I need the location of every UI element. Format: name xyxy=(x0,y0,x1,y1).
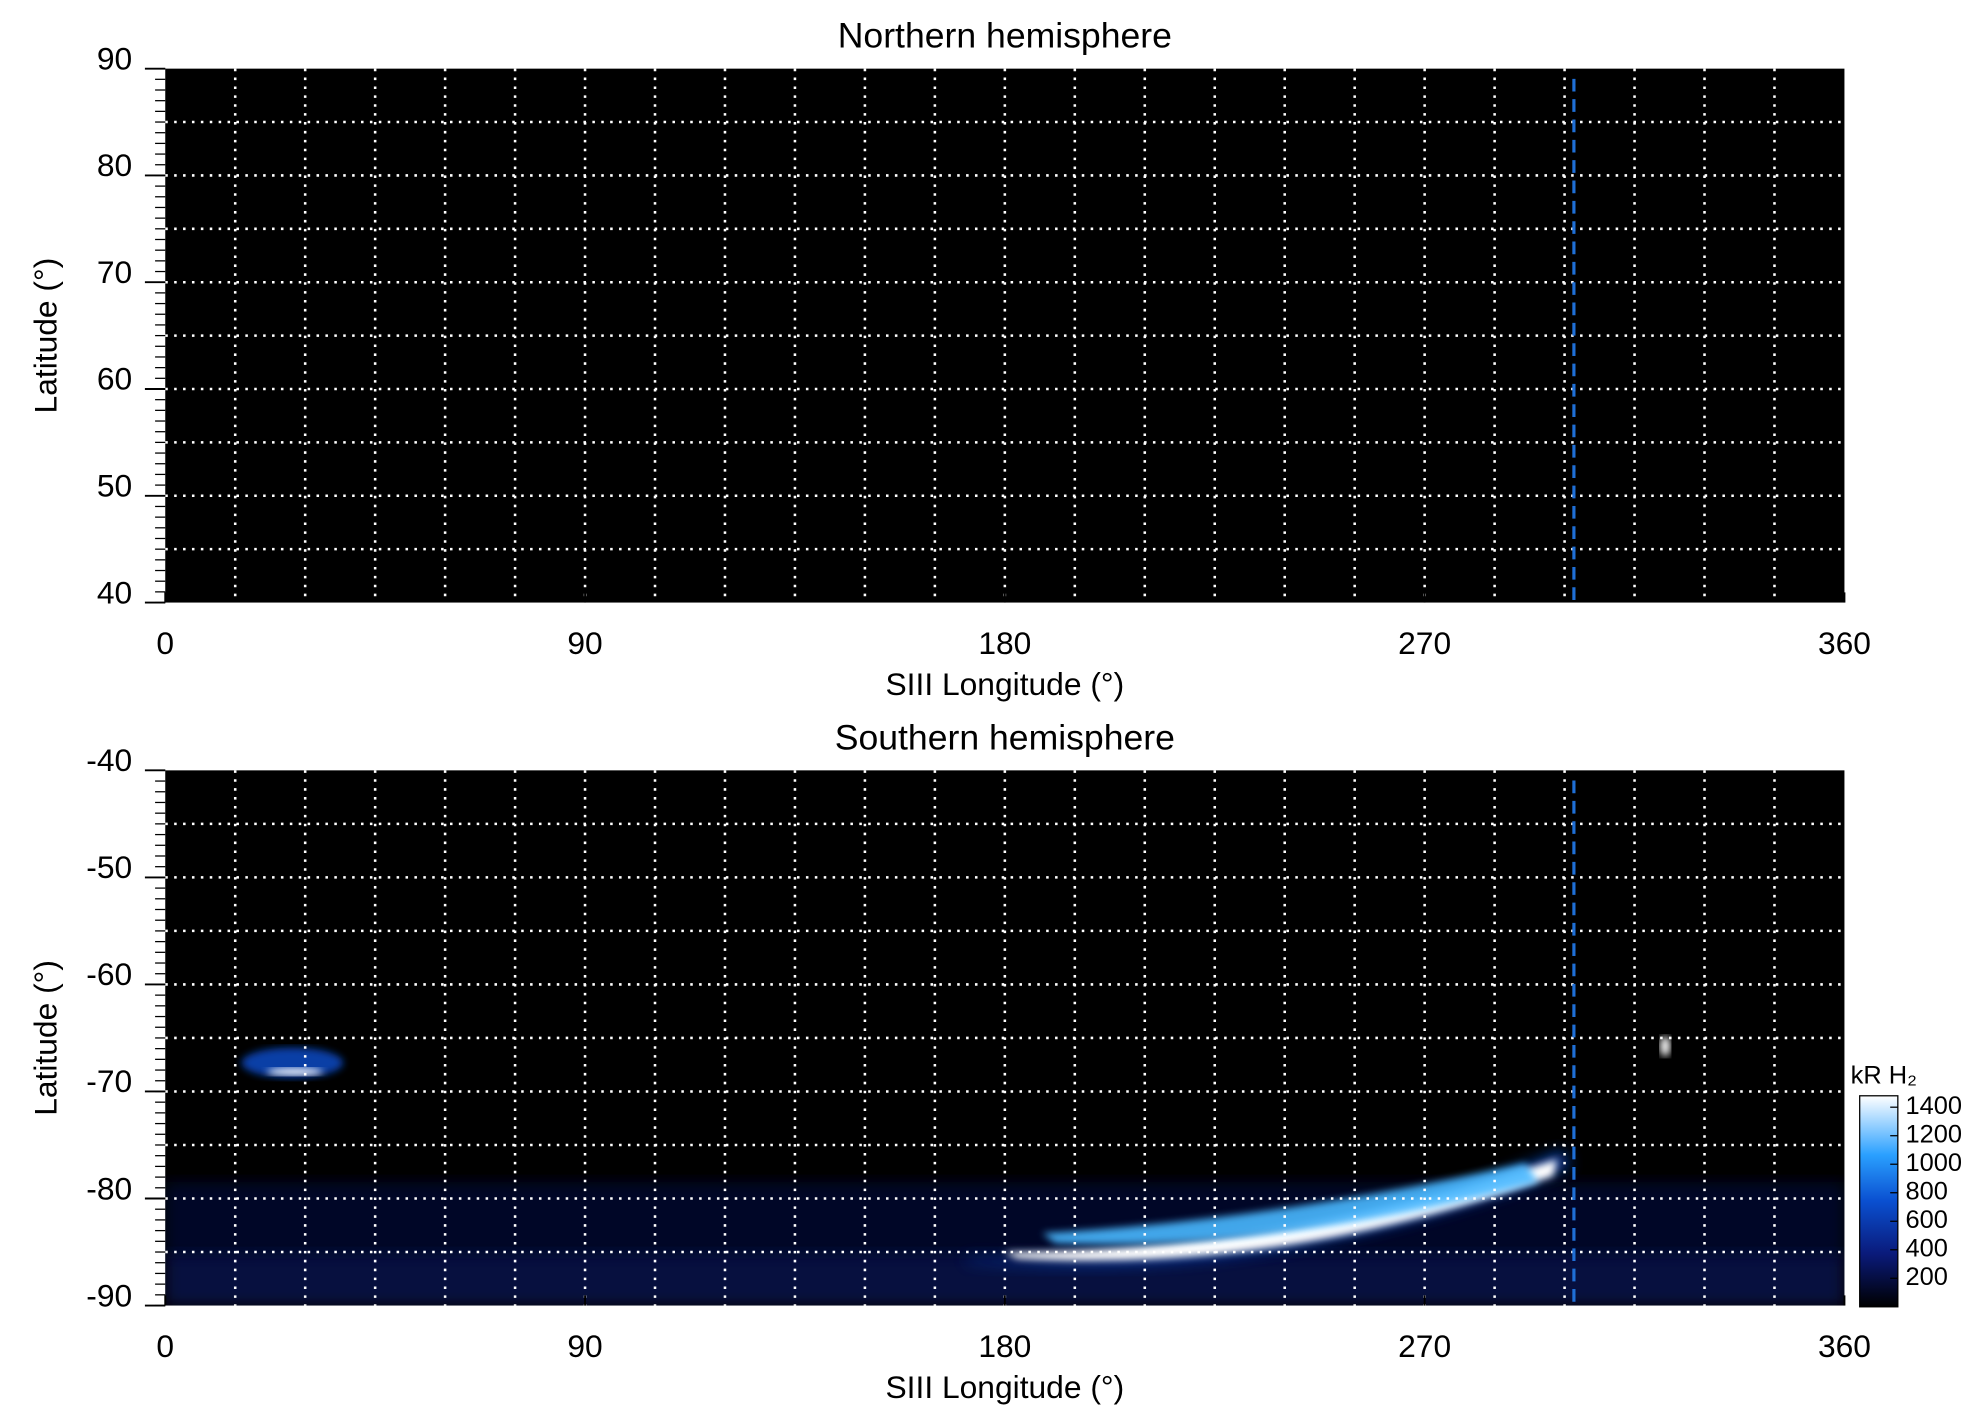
x-axis-title: SIII Longitude (°) xyxy=(885,1369,1124,1405)
y-tick-label: 80 xyxy=(97,147,132,183)
colorbar-tick-label: 800 xyxy=(1905,1177,1947,1205)
y-tick-label: -60 xyxy=(86,956,132,992)
x-tick-label: 90 xyxy=(567,1328,602,1364)
colorbar-tick-label: 1200 xyxy=(1905,1120,1962,1148)
panel-title: Northern hemisphere xyxy=(838,16,1172,56)
colorbar-label: kR H₂ xyxy=(1851,1061,1917,1089)
colorbar-tick-label: 400 xyxy=(1905,1234,1947,1262)
colorbar xyxy=(1859,1095,1899,1308)
emission-spot xyxy=(266,1067,323,1076)
y-tick-label: -90 xyxy=(86,1277,132,1313)
x-tick-label: 360 xyxy=(1818,625,1871,661)
colorbar-tick-label: 1000 xyxy=(1905,1149,1962,1177)
x-tick-label: 0 xyxy=(156,1328,174,1364)
colorbar-tick-label: 600 xyxy=(1905,1206,1947,1234)
y-tick-label: -40 xyxy=(86,742,132,778)
x-tick-label: 180 xyxy=(978,1328,1031,1364)
y-tick-label: -80 xyxy=(86,1170,132,1206)
y-tick-label: -50 xyxy=(86,849,132,885)
panel-title: Southern hemisphere xyxy=(835,717,1175,757)
emission-arc xyxy=(1042,1163,1539,1245)
y-tick-label: 70 xyxy=(97,254,132,290)
y-tick-label: -70 xyxy=(86,1063,132,1099)
y-tick-label: 50 xyxy=(97,468,132,504)
x-tick-label: 0 xyxy=(156,625,174,661)
x-axis-title: SIII Longitude (°) xyxy=(885,666,1124,702)
x-tick-label: 270 xyxy=(1398,1328,1451,1364)
emission-spot xyxy=(1660,1036,1671,1057)
y-axis-title: Latitude (°) xyxy=(28,258,64,414)
y-tick-label: 90 xyxy=(97,40,132,76)
x-tick-label: 90 xyxy=(567,625,602,661)
y-tick-label: 60 xyxy=(97,361,132,397)
y-tick-label: 40 xyxy=(97,574,132,610)
colorbar-tick-label: 1400 xyxy=(1905,1092,1962,1120)
x-tick-label: 360 xyxy=(1818,1328,1871,1364)
emission-arc xyxy=(1004,1159,1558,1261)
x-tick-label: 270 xyxy=(1398,625,1451,661)
colorbar-tick-label: 200 xyxy=(1905,1263,1947,1291)
emission-band xyxy=(165,1182,1845,1259)
x-tick-label: 180 xyxy=(978,625,1031,661)
y-axis-title: Latitude (°) xyxy=(28,960,64,1116)
